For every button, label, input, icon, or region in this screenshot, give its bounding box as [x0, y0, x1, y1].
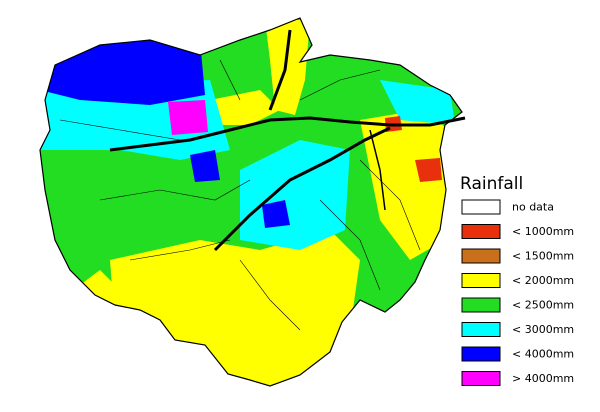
legend-label: > 4000mm [512, 372, 574, 385]
legend-label: < 3000mm [512, 323, 574, 336]
legend-label: no data [512, 201, 554, 214]
legend-label: < 2000mm [512, 274, 574, 287]
legend-swatch [461, 346, 501, 362]
basin-fill [40, 18, 462, 386]
legend-swatch [461, 199, 501, 215]
legend-swatch [461, 224, 501, 239]
legend-label: < 2500mm [512, 299, 574, 312]
legend-label: < 1000mm [512, 225, 574, 238]
legend-label: < 4000mm [512, 348, 574, 361]
legend-swatch [461, 322, 501, 337]
sub-basins [39, 17, 463, 387]
legend-swatch [461, 248, 501, 264]
legend-title: Rainfall [460, 174, 523, 194]
legend-label: < 1500mm [512, 250, 574, 263]
legend-swatch [461, 297, 501, 313]
legend: no data < 1000mm < 1500mm < 2000mm < 2500mm <… [461, 199, 574, 386]
rivers [109, 29, 466, 252]
legend-swatch [461, 371, 501, 386]
legend-swatch [461, 273, 501, 288]
